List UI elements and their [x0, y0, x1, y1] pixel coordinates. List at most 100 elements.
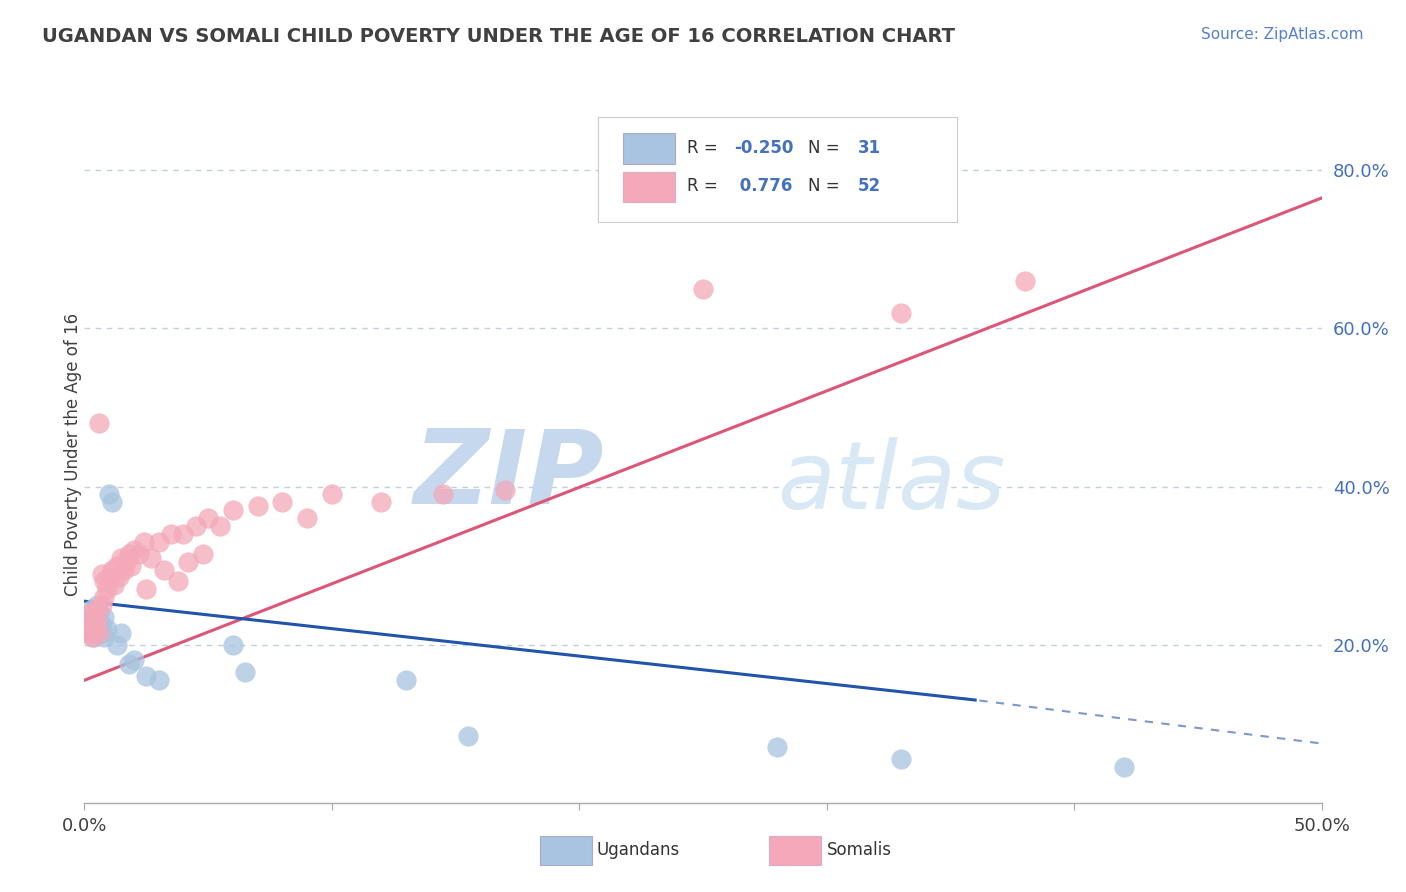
- FancyBboxPatch shape: [540, 836, 592, 865]
- Point: [766, 740, 789, 755]
- Text: N =: N =: [808, 177, 845, 194]
- Point: [89, 614, 111, 628]
- Point: [177, 555, 200, 569]
- Point: [86, 622, 108, 636]
- Point: [115, 555, 138, 569]
- Point: [83, 622, 105, 636]
- Point: [80, 602, 103, 616]
- Point: [90, 566, 112, 581]
- Point: [122, 542, 145, 557]
- Point: [160, 527, 183, 541]
- Point: [90, 625, 112, 640]
- Point: [105, 558, 128, 573]
- Point: [98, 570, 121, 584]
- Point: [83, 610, 105, 624]
- FancyBboxPatch shape: [769, 836, 821, 865]
- Point: [96, 622, 118, 636]
- Point: [79, 614, 101, 628]
- Point: [100, 563, 122, 577]
- Point: [148, 534, 170, 549]
- Point: [135, 582, 157, 597]
- Text: Source: ZipAtlas.com: Source: ZipAtlas.com: [1201, 27, 1364, 42]
- Point: [222, 503, 245, 517]
- Point: [1014, 274, 1036, 288]
- Text: ZIP: ZIP: [413, 425, 605, 526]
- Point: [89, 417, 111, 431]
- Point: [1112, 760, 1135, 774]
- Point: [103, 578, 125, 592]
- Point: [209, 519, 232, 533]
- Point: [80, 630, 103, 644]
- Point: [122, 653, 145, 667]
- Point: [295, 511, 318, 525]
- Point: [110, 550, 132, 565]
- Point: [148, 673, 170, 688]
- Text: Somalis: Somalis: [827, 841, 891, 859]
- Point: [80, 618, 103, 632]
- Point: [93, 630, 115, 644]
- Point: [89, 625, 111, 640]
- Point: [141, 550, 163, 565]
- Point: [100, 495, 122, 509]
- Point: [120, 558, 142, 573]
- FancyBboxPatch shape: [623, 134, 675, 164]
- Point: [271, 495, 294, 509]
- Point: [890, 752, 912, 766]
- Point: [118, 547, 141, 561]
- Point: [79, 606, 101, 620]
- Y-axis label: Child Poverty Under the Age of 16: Child Poverty Under the Age of 16: [65, 313, 82, 597]
- Point: [105, 638, 128, 652]
- Point: [93, 591, 115, 605]
- Point: [90, 618, 112, 632]
- Point: [191, 547, 214, 561]
- Point: [457, 729, 479, 743]
- Point: [132, 534, 155, 549]
- Point: [79, 625, 101, 640]
- Text: 31: 31: [858, 139, 880, 157]
- Point: [86, 614, 108, 628]
- Point: [432, 487, 454, 501]
- Point: [494, 483, 516, 498]
- Point: [246, 500, 269, 514]
- Point: [692, 282, 714, 296]
- Point: [83, 610, 105, 624]
- Point: [79, 625, 101, 640]
- Text: Ugandans: Ugandans: [596, 841, 681, 859]
- Point: [233, 665, 256, 680]
- Point: [86, 602, 108, 616]
- Text: atlas: atlas: [778, 437, 1005, 528]
- Text: N =: N =: [808, 139, 845, 157]
- Text: -0.250: -0.250: [734, 139, 793, 157]
- Point: [86, 598, 108, 612]
- Point: [90, 598, 112, 612]
- Point: [128, 547, 150, 561]
- Point: [93, 610, 115, 624]
- Point: [184, 519, 207, 533]
- Point: [76, 614, 98, 628]
- FancyBboxPatch shape: [623, 172, 675, 202]
- Point: [395, 673, 418, 688]
- Text: UGANDAN VS SOMALI CHILD POVERTY UNDER THE AGE OF 16 CORRELATION CHART: UGANDAN VS SOMALI CHILD POVERTY UNDER TH…: [42, 27, 955, 45]
- Point: [172, 527, 194, 541]
- Point: [370, 495, 392, 509]
- Point: [167, 574, 190, 589]
- Point: [110, 625, 132, 640]
- Point: [98, 487, 121, 501]
- Point: [222, 638, 245, 652]
- FancyBboxPatch shape: [598, 118, 956, 222]
- Point: [83, 630, 105, 644]
- Text: 52: 52: [858, 177, 880, 194]
- Point: [80, 618, 103, 632]
- Point: [93, 574, 115, 589]
- Point: [321, 487, 343, 501]
- Point: [890, 305, 912, 319]
- Point: [96, 582, 118, 597]
- Point: [76, 622, 98, 636]
- Point: [135, 669, 157, 683]
- Text: R =: R =: [688, 139, 723, 157]
- Point: [197, 511, 219, 525]
- Text: 0.776: 0.776: [734, 177, 793, 194]
- Point: [108, 570, 131, 584]
- Text: R =: R =: [688, 177, 723, 194]
- Point: [112, 563, 135, 577]
